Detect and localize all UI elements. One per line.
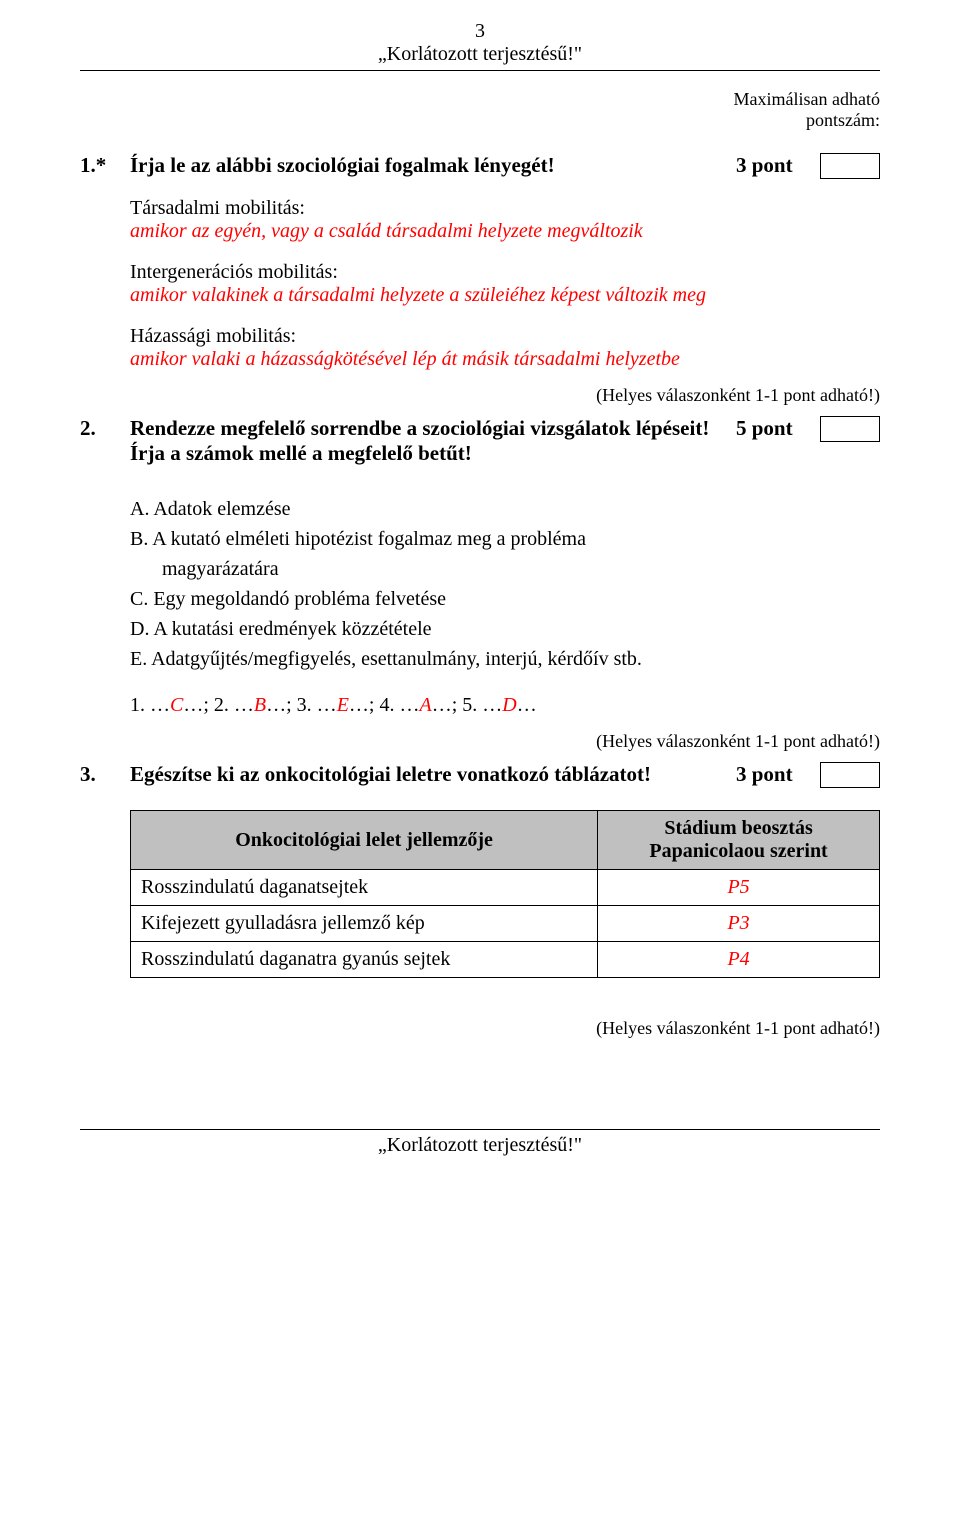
q2-number: 2. [80, 416, 130, 441]
q3-number: 3. [80, 762, 130, 787]
q3-table: Onkocitológiai lelet jellemzője Stádium … [130, 810, 880, 978]
q3-note: (Helyes válaszonként 1-1 pont adható!) [80, 1018, 880, 1039]
table-row: Kifejezett gyulladásra jellemző kép P3 [131, 906, 880, 942]
q1-note: (Helyes válaszonként 1-1 pont adható!) [80, 385, 880, 406]
q3-r2-c1: Kifejezett gyulladásra jellemző kép [131, 906, 598, 942]
q3-table-wrap: Onkocitológiai lelet jellemzője Stádium … [130, 810, 880, 978]
q1-number: 1.* [80, 153, 130, 178]
q2-ans-s4: …; 5. … [432, 694, 503, 716]
q2-option-e: E. Adatgyűjtés/megfigyelés, esettanulmán… [130, 644, 880, 674]
q1-term2-answer: amikor valakinek a társadalmi helyzete a… [130, 284, 880, 307]
q3-th-left: Onkocitológiai lelet jellemzője [131, 811, 598, 870]
q2-ans-4: A [419, 694, 431, 716]
q3-r1-c2: P5 [598, 870, 880, 906]
q3-th-right-1: Stádium beosztás [664, 817, 812, 839]
q1-term1-answer: amikor az egyén, vagy a család társadalm… [130, 220, 880, 243]
q2-option-d: D. A kutatási eredmények közzététele [130, 614, 880, 644]
q2-note: (Helyes válaszonként 1-1 pont adható!) [80, 731, 880, 752]
table-row: Rosszindulatú daganatsejtek P5 [131, 870, 880, 906]
q2-options: A. Adatok elemzése B. A kutató elméleti … [130, 494, 880, 674]
q3-title: Egészítse ki az onkocitológiai leletre v… [130, 762, 736, 787]
q1-term2-label: Intergenerációs mobilitás: [130, 261, 880, 284]
scoring-header: Maximálisan adható pontszám: [80, 89, 880, 131]
q3-th-right-2: Papanicolaou szerint [649, 840, 827, 862]
q1-term3-answer: amikor valaki a házasságkötésével lép át… [130, 348, 880, 371]
q2-ans-2: B [254, 694, 266, 716]
q2-ans-1: C [170, 694, 183, 716]
header-text: „Korlátozott terjesztésű!" [378, 43, 582, 65]
q3-score-box[interactable] [820, 762, 880, 788]
question-1-row: 1.* Írja le az alábbi szociológiai fogal… [80, 153, 880, 179]
q3-r1-c1: Rosszindulatú daganatsejtek [131, 870, 598, 906]
q2-option-c: C. Egy megoldandó probléma felvetése [130, 584, 880, 614]
question-2-row: 2. Rendezze megfelelő sorrendbe a szocio… [80, 416, 880, 466]
scoring-line2: pontszám: [806, 110, 880, 130]
question-3-row: 3. Egészítse ki az onkocitológiai leletr… [80, 762, 880, 788]
q2-ans-s2: …; 3. … [266, 694, 337, 716]
q1-score-box[interactable] [820, 153, 880, 179]
q1-term1-label: Társadalmi mobilitás: [130, 197, 880, 220]
q3-r3-c1: Rosszindulatú daganatra gyanús sejtek [131, 942, 598, 978]
q3-r2-c2: P3 [598, 906, 880, 942]
q2-ans-s1: …; 2. … [183, 694, 254, 716]
page-container: 3 „Korlátozott terjesztésű!" Maximálisan… [0, 0, 960, 1187]
q1-term3-label: Házassági mobilitás: [130, 325, 880, 348]
q2-points: 5 pont [736, 416, 816, 441]
q1-term2: Intergenerációs mobilitás: amikor valaki… [130, 261, 880, 307]
q2-ans-3: E [337, 694, 349, 716]
q1-term1: Társadalmi mobilitás: amikor az egyén, v… [130, 197, 880, 243]
q2-ans-suffix: … [517, 694, 537, 716]
q2-title: Rendezze megfelelő sorrendbe a szociológ… [130, 416, 736, 466]
q2-ans-5: D [502, 694, 516, 716]
page-header: 3 „Korlátozott terjesztésű!" [80, 20, 880, 71]
q1-title: Írja le az alábbi szociológiai fogalmak … [130, 153, 736, 178]
q2-answers: 1. …C…; 2. …B…; 3. …E…; 4. …A…; 5. …D… [130, 694, 880, 717]
page-number: 3 [80, 20, 880, 43]
q2-ans-s3: …; 4. … [349, 694, 420, 716]
q2-option-b-line1: B. A kutató elméleti hipotézist fogalmaz… [130, 524, 880, 554]
table-row: Rosszindulatú daganatra gyanús sejtek P4 [131, 942, 880, 978]
q1-points: 3 pont [736, 153, 816, 178]
page-footer: „Korlátozott terjesztésű!" [80, 1129, 880, 1157]
q3-points: 3 pont [736, 762, 816, 787]
q2-ans-p1: 1. … [130, 694, 170, 716]
q2-option-b-line2: magyarázatára [130, 554, 880, 584]
q2-score-box[interactable] [820, 416, 880, 442]
q3-th-right: Stádium beosztás Papanicolaou szerint [598, 811, 880, 870]
q2-option-a: A. Adatok elemzése [130, 494, 880, 524]
scoring-line1: Maximálisan adható [734, 89, 880, 109]
q1-term3: Házassági mobilitás: amikor valaki a ház… [130, 325, 880, 371]
q3-r3-c2: P4 [598, 942, 880, 978]
